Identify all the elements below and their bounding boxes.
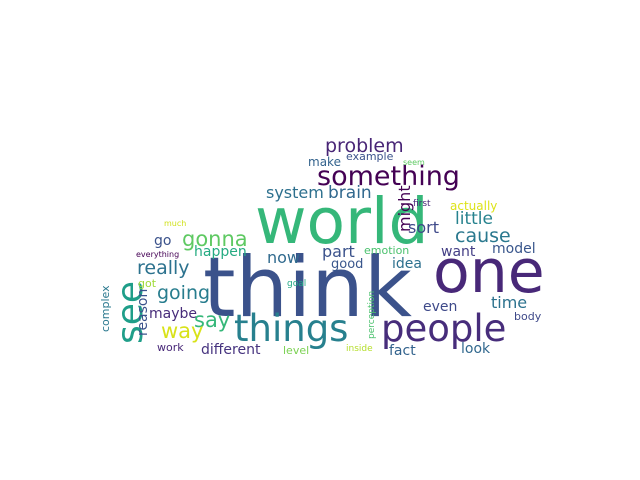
word-fact: fact	[389, 343, 416, 359]
word-seem: seem	[403, 158, 425, 167]
word-body: body	[514, 310, 542, 323]
word-different: different	[201, 342, 261, 358]
word-want: want	[441, 244, 476, 260]
word-idea: idea	[392, 256, 422, 272]
word-now: now	[267, 248, 301, 267]
word-really: really	[137, 257, 190, 279]
word-model: model	[492, 241, 536, 257]
word-level: level	[283, 344, 310, 357]
word-world: world	[255, 185, 429, 258]
word-perception: perception	[367, 290, 377, 339]
word-going: going	[157, 282, 211, 304]
word-one: one	[433, 237, 545, 307]
word-first: first	[413, 199, 431, 209]
word-brain: brain	[328, 183, 372, 203]
word-goal: goal	[287, 279, 307, 289]
word-sort: sort	[408, 218, 439, 237]
word-much: much	[164, 219, 187, 228]
word-problem: problem	[325, 135, 404, 157]
word-work: work	[157, 341, 184, 354]
word-think: think	[203, 239, 412, 336]
word-even: even	[423, 299, 458, 315]
word-something: something	[317, 161, 460, 192]
word-make: make	[308, 155, 341, 169]
word-time: time	[491, 293, 528, 312]
word-gonna: gonna	[182, 227, 248, 251]
word-system: system	[266, 183, 324, 202]
word-happen: happen	[194, 244, 247, 260]
word-example: example	[346, 150, 394, 163]
word-emotion: emotion	[364, 244, 410, 257]
word-inside: inside	[346, 344, 373, 354]
word-people: people	[381, 307, 507, 350]
word-things: things	[234, 307, 349, 350]
word-complex: complex	[99, 285, 112, 332]
word-say: say	[194, 308, 231, 332]
word-good: good	[331, 257, 364, 272]
word-reason: reason	[135, 288, 151, 336]
word-actually: actually	[450, 199, 498, 213]
word-look: look	[461, 341, 491, 357]
word-everything: everything	[136, 250, 180, 259]
word-go: go	[154, 233, 172, 249]
word-got: got	[138, 277, 157, 290]
word-maybe: maybe	[149, 306, 198, 322]
word-part: part	[322, 242, 355, 261]
word-cause: cause	[455, 225, 511, 247]
word-little: little	[455, 209, 493, 229]
word-way: way	[161, 319, 204, 343]
